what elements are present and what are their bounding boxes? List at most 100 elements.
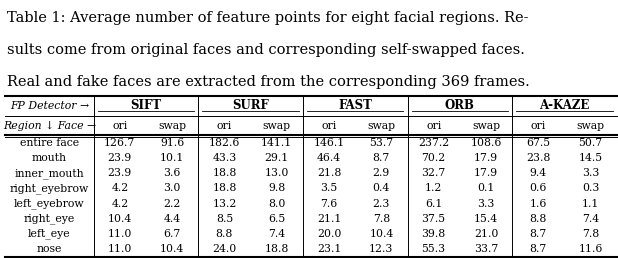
Text: 14.5: 14.5 xyxy=(578,153,603,163)
Text: 8.8: 8.8 xyxy=(216,229,233,239)
Text: 17.9: 17.9 xyxy=(474,168,498,178)
Text: left_eyebrow: left_eyebrow xyxy=(14,198,85,209)
Text: 32.7: 32.7 xyxy=(421,168,446,178)
Text: 91.6: 91.6 xyxy=(160,138,184,148)
Text: 70.2: 70.2 xyxy=(421,153,446,163)
Text: 53.7: 53.7 xyxy=(370,138,394,148)
Text: 6.7: 6.7 xyxy=(164,229,180,239)
Text: 0.1: 0.1 xyxy=(477,183,494,194)
Text: ori: ori xyxy=(321,120,337,131)
Text: ori: ori xyxy=(112,120,127,131)
Text: 8.7: 8.7 xyxy=(530,229,547,239)
Text: 146.1: 146.1 xyxy=(313,138,345,148)
Text: 9.8: 9.8 xyxy=(268,183,286,194)
Text: 24.0: 24.0 xyxy=(213,244,237,254)
Text: inner_mouth: inner_mouth xyxy=(14,168,84,179)
Text: 7.4: 7.4 xyxy=(268,229,286,239)
Text: 11.6: 11.6 xyxy=(578,244,603,254)
Text: entire face: entire face xyxy=(20,138,79,148)
Text: 3.3: 3.3 xyxy=(477,199,494,209)
Text: 29.1: 29.1 xyxy=(265,153,289,163)
Text: 46.4: 46.4 xyxy=(317,153,341,163)
Text: 126.7: 126.7 xyxy=(104,138,135,148)
Text: 10.4: 10.4 xyxy=(369,229,394,239)
Text: 8.7: 8.7 xyxy=(530,244,547,254)
Text: 1.2: 1.2 xyxy=(425,183,442,194)
Text: 8.5: 8.5 xyxy=(216,214,233,224)
Text: left_eye: left_eye xyxy=(28,229,70,239)
Text: 6.1: 6.1 xyxy=(425,199,442,209)
Text: 13.0: 13.0 xyxy=(265,168,289,178)
Text: 141.1: 141.1 xyxy=(261,138,292,148)
Text: Region ↓ Face →: Region ↓ Face → xyxy=(2,120,96,131)
Text: 8.0: 8.0 xyxy=(268,199,286,209)
Text: 3.5: 3.5 xyxy=(320,183,337,194)
Text: 182.6: 182.6 xyxy=(209,138,240,148)
Text: ORB: ORB xyxy=(445,99,475,112)
Text: Table 1: Average number of feature points for eight facial regions. Re-: Table 1: Average number of feature point… xyxy=(7,11,529,25)
Text: 23.9: 23.9 xyxy=(108,153,132,163)
Text: 7.4: 7.4 xyxy=(582,214,599,224)
Text: 23.1: 23.1 xyxy=(317,244,341,254)
Text: Real and fake faces are extracted from the corresponding 369 frames.: Real and fake faces are extracted from t… xyxy=(7,75,530,88)
Text: 7.8: 7.8 xyxy=(582,229,599,239)
Text: swap: swap xyxy=(472,120,500,131)
Text: 11.0: 11.0 xyxy=(108,244,132,254)
Text: nose: nose xyxy=(36,244,62,254)
Text: 2.2: 2.2 xyxy=(163,199,181,209)
Text: 12.3: 12.3 xyxy=(369,244,394,254)
Text: ori: ori xyxy=(531,120,546,131)
Text: 1.6: 1.6 xyxy=(530,199,547,209)
Text: 4.2: 4.2 xyxy=(111,183,129,194)
Text: SURF: SURF xyxy=(232,99,269,112)
Text: 1.1: 1.1 xyxy=(582,199,599,209)
Text: 2.3: 2.3 xyxy=(373,199,390,209)
Text: 0.6: 0.6 xyxy=(530,183,547,194)
Text: 9.4: 9.4 xyxy=(530,168,547,178)
Text: FP Detector →: FP Detector → xyxy=(10,101,89,111)
Text: 3.3: 3.3 xyxy=(582,168,599,178)
Text: ori: ori xyxy=(217,120,232,131)
Text: 3.6: 3.6 xyxy=(163,168,181,178)
Text: sults come from original faces and corresponding self-swapped faces.: sults come from original faces and corre… xyxy=(7,43,525,57)
Text: swap: swap xyxy=(577,120,604,131)
Text: 7.6: 7.6 xyxy=(320,199,337,209)
Text: 237.2: 237.2 xyxy=(418,138,449,148)
Text: SIFT: SIFT xyxy=(130,99,161,112)
Text: 0.3: 0.3 xyxy=(582,183,599,194)
Text: right_eyebrow: right_eyebrow xyxy=(10,183,89,194)
Text: 33.7: 33.7 xyxy=(474,244,498,254)
Text: 7.8: 7.8 xyxy=(373,214,390,224)
Text: 39.8: 39.8 xyxy=(421,229,446,239)
Text: 50.7: 50.7 xyxy=(578,138,603,148)
Text: swap: swap xyxy=(263,120,291,131)
Text: 21.0: 21.0 xyxy=(474,229,498,239)
Text: 21.1: 21.1 xyxy=(317,214,341,224)
Text: swap: swap xyxy=(158,120,186,131)
Text: 67.5: 67.5 xyxy=(527,138,551,148)
Text: 18.8: 18.8 xyxy=(212,183,237,194)
Text: A-KAZE: A-KAZE xyxy=(540,99,590,112)
Text: 18.8: 18.8 xyxy=(212,168,237,178)
Text: FAST: FAST xyxy=(338,99,372,112)
Text: 37.5: 37.5 xyxy=(421,214,446,224)
Text: right_eye: right_eye xyxy=(23,213,75,224)
Text: 10.1: 10.1 xyxy=(160,153,184,163)
Text: 21.8: 21.8 xyxy=(317,168,341,178)
Text: 43.3: 43.3 xyxy=(213,153,237,163)
Text: 23.8: 23.8 xyxy=(526,153,551,163)
Text: ori: ori xyxy=(426,120,441,131)
Text: 6.5: 6.5 xyxy=(268,214,286,224)
Text: 4.4: 4.4 xyxy=(164,214,180,224)
Text: 108.6: 108.6 xyxy=(470,138,502,148)
Text: 0.4: 0.4 xyxy=(373,183,390,194)
Text: 13.2: 13.2 xyxy=(212,199,237,209)
Text: 11.0: 11.0 xyxy=(108,229,132,239)
Text: 20.0: 20.0 xyxy=(317,229,341,239)
Text: 8.7: 8.7 xyxy=(373,153,390,163)
Text: swap: swap xyxy=(367,120,396,131)
Text: 15.4: 15.4 xyxy=(474,214,498,224)
Text: 10.4: 10.4 xyxy=(160,244,184,254)
Text: 3.0: 3.0 xyxy=(163,183,181,194)
Text: mouth: mouth xyxy=(32,153,67,163)
